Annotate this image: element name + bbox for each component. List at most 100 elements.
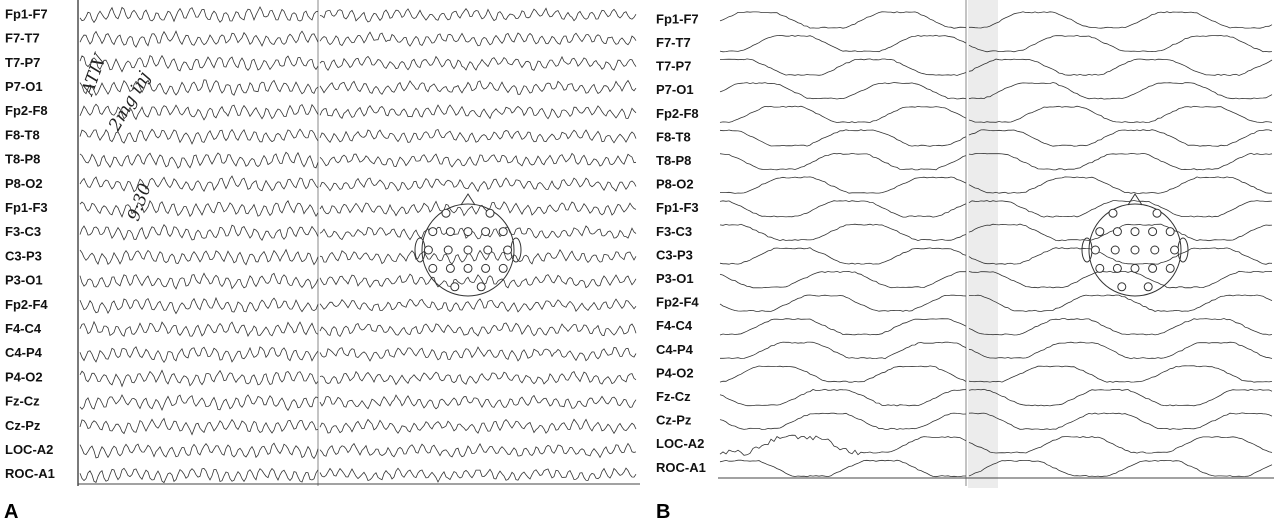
channel-label: P7-O1 [656,82,694,97]
nose [460,193,476,206]
eeg-trace [719,388,1273,407]
eeg-trace [719,176,1272,194]
electrode [1165,263,1175,273]
eeg-trace [719,34,1273,53]
eeg-trace [719,223,1273,242]
electrode [463,245,473,255]
eeg-trace [79,248,637,266]
channel-label: T7-P7 [5,55,40,70]
channel-label: F3-C3 [5,224,41,239]
electrode [1095,227,1105,237]
electrode [1150,245,1160,255]
electrode [463,227,473,237]
eeg-trace [719,247,1273,265]
electrode [1117,282,1127,292]
eeg-trace [719,270,1273,289]
eeg-trace [79,54,637,73]
eeg-trace [79,417,637,436]
channel-label: Fp1-F3 [5,200,48,215]
labels: Fp1-F7 F7-T7 T7-P7 P7-O1 Fp2-F8 F8-T8 T8-P8 P8-… [5,6,706,481]
channel-label: Fp1-F3 [656,200,699,215]
electrode [1148,227,1158,237]
eeg-trace [719,200,1273,218]
electrode [450,282,460,292]
channel-label: LOC-A2 [656,436,704,451]
electrode [1130,263,1140,273]
channel-label: T8-P8 [5,152,40,167]
channel-label: Fp2-F8 [656,106,699,121]
head-diagrams [414,193,1189,297]
eeg-trace [79,394,637,412]
channel-label: Fp1-F7 [5,6,48,21]
channel-label: T7-P7 [656,59,691,74]
eeg-trace [79,200,637,218]
channel-label: F7-T7 [5,31,40,46]
page-edge [968,0,998,488]
electrode [428,227,438,237]
panel-b-bg [652,0,1278,488]
eeg-trace [79,30,637,48]
eeg-trace [719,434,1273,456]
channel-label: Fp2-F4 [656,295,699,310]
channel-label: P8-O2 [5,176,43,191]
eeg-trace [719,365,1273,383]
channel-label: F7-T7 [656,35,691,50]
electrode [1143,282,1153,292]
channel-label: Fz-Cz [656,389,691,404]
electrode [1165,227,1175,237]
channel-label: Fp2-F8 [5,103,48,118]
eeg-trace [719,105,1273,124]
eeg-trace [79,151,637,169]
electrode [481,227,491,237]
electrode [1110,245,1120,255]
channel-label: Fp2-F4 [5,297,48,312]
channel-label: P4-O2 [656,365,694,380]
electrode [483,245,493,255]
electrode [428,263,438,273]
electrode [1130,227,1140,237]
eeg-trace [79,103,637,121]
eeg-trace [719,152,1273,171]
channel-label: C4-P4 [5,345,43,360]
electrode [1148,263,1158,273]
electrode [476,282,486,292]
channel-label: ROC-A1 [656,460,706,475]
eeg-trace [79,346,637,364]
electrode [1130,245,1140,255]
channel-label: P3-O1 [5,273,43,288]
eeg-trace [79,272,637,290]
eeg-trace [720,58,1273,76]
traces [79,6,1273,484]
eeg-trace [719,294,1273,312]
head [421,203,515,297]
eeg-trace [719,129,1273,147]
eeg-trace [79,223,637,241]
channel-label: ROC-A1 [5,466,55,481]
electrode [443,245,453,255]
eeg-trace [79,6,637,24]
eeg-trace [79,175,637,193]
electrode [1112,227,1122,237]
electrode [1170,245,1180,255]
eeg-trace [79,320,637,338]
eeg-trace [79,369,637,388]
electrode [498,263,508,273]
channel-label: F8-T8 [656,129,691,144]
electrode [503,245,513,255]
panel-label: A [4,501,18,521]
head [1088,203,1182,297]
eeg-trace [719,82,1273,100]
channel-label: C3-P3 [5,248,42,263]
electrode [423,245,433,255]
channel-label: Cz-Pz [5,418,41,433]
electrode [1112,263,1122,273]
eeg-trace [79,467,637,484]
electrode [441,208,451,218]
channel-label: F4-C4 [5,321,42,336]
electrode [1108,208,1118,218]
channel-label: LOC-A2 [5,442,53,457]
channel-label: P3-O1 [656,271,694,286]
channel-label: P8-O2 [656,177,694,192]
eeg-trace [720,341,1273,360]
